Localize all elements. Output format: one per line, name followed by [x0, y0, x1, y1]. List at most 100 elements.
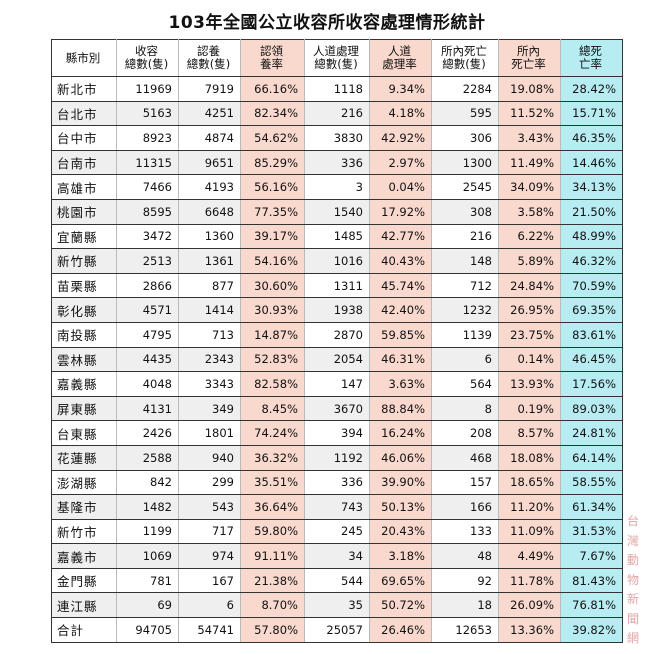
cell-total-sheltered: 1069	[116, 543, 179, 569]
cell-adoption-rate: 57.80%	[240, 617, 305, 643]
cell-euthanasia-rate: 42.77%	[369, 223, 432, 250]
cell-euthanasia-rate: 2.97%	[369, 149, 432, 176]
table-row: 屏東縣 4131 349 8.45% 3670 88.84% 8 0.19% 89.03%	[51, 395, 623, 422]
cell-euthanasia-rate: 40.43%	[369, 248, 432, 274]
cell-total-death-rate: 81.43%	[560, 567, 623, 594]
header-total-euthanized: 人道處理 總數(隻)	[304, 39, 370, 77]
cell-adoption-rate: 54.62%	[240, 125, 305, 151]
cell-county: 新竹市	[51, 518, 117, 545]
cell-total-in-shelter-deaths: 712	[431, 272, 499, 299]
cell-total-death-rate: 46.35%	[560, 125, 623, 151]
cell-county: 彰化縣	[51, 297, 117, 323]
watermark-char: 灣	[626, 533, 639, 548]
cell-total-adopted: 877	[178, 272, 241, 299]
cell-county: 屏東縣	[51, 395, 117, 422]
cell-in-shelter-death-rate: 26.95%	[498, 297, 561, 323]
cell-total-adopted: 1801	[178, 420, 241, 446]
cell-total-adopted: 940	[178, 444, 241, 471]
cell-county: 雲林縣	[51, 346, 117, 373]
cell-total-euthanized: 336	[304, 149, 370, 176]
cell-in-shelter-death-rate: 19.08%	[498, 76, 561, 102]
cell-county: 連江縣	[51, 592, 117, 619]
cell-total-death-rate: 64.14%	[560, 444, 623, 471]
cell-total-adopted: 4193	[178, 174, 241, 200]
table-row: 花蓮縣 2588 940 36.32% 1192 46.06% 468 18.08% 64.14…	[51, 444, 623, 471]
cell-adoption-rate: 54.16%	[240, 248, 305, 274]
cell-total-sheltered: 781	[116, 567, 179, 594]
watermark-char: 網	[626, 631, 639, 645]
cell-total-adopted: 543	[178, 494, 241, 520]
table-row: 金門縣 781 167 21.38% 544 69.65% 92 11.78% 81.43%	[51, 567, 623, 594]
cell-total-adopted: 54741	[178, 617, 241, 643]
cell-total-adopted: 4874	[178, 125, 241, 151]
table-row: 台北市 5163 4251 82.34% 216 4.18% 595 11.52% 15.71%	[51, 100, 623, 127]
cell-total-euthanized: 3670	[304, 395, 370, 422]
cell-adoption-rate: 66.16%	[240, 76, 305, 102]
cell-total-in-shelter-deaths: 308	[431, 198, 499, 225]
cell-euthanasia-rate: 4.18%	[369, 100, 432, 127]
cell-adoption-rate: 82.34%	[240, 100, 305, 127]
cell-in-shelter-death-rate: 3.58%	[498, 198, 561, 225]
header-total-in-shelter-deaths: 所內死亡 總數(隻)	[431, 39, 499, 77]
cell-adoption-rate: 39.17%	[240, 223, 305, 250]
cell-in-shelter-death-rate: 23.75%	[498, 321, 561, 348]
cell-euthanasia-rate: 50.72%	[369, 592, 432, 619]
cell-in-shelter-death-rate: 11.78%	[498, 567, 561, 594]
cell-euthanasia-rate: 46.31%	[369, 346, 432, 373]
cell-total-in-shelter-deaths: 166	[431, 494, 499, 520]
cell-total-euthanized: 1192	[304, 444, 370, 471]
cell-county: 新竹縣	[51, 248, 117, 274]
cell-county: 金門縣	[51, 567, 117, 594]
cell-total-adopted: 6648	[178, 198, 241, 225]
cell-total-sheltered: 2426	[116, 420, 179, 446]
header-total-death-rate: 總死 亡率	[560, 39, 623, 77]
cell-total-sheltered: 11315	[116, 149, 179, 176]
cell-total-euthanized: 336	[304, 469, 370, 496]
cell-total-sheltered: 2513	[116, 248, 179, 274]
cell-total-in-shelter-deaths: 216	[431, 223, 499, 250]
cell-total-euthanized: 3	[304, 174, 370, 200]
table-row: 澎湖縣 842 299 35.51% 336 39.90% 157 18.65% 58.55%	[51, 469, 623, 496]
cell-euthanasia-rate: 26.46%	[369, 617, 432, 643]
cell-total-in-shelter-deaths: 595	[431, 100, 499, 127]
cell-total-euthanized: 1118	[304, 76, 370, 102]
cell-county: 嘉義市	[51, 543, 117, 569]
cell-total-in-shelter-deaths: 2284	[431, 76, 499, 102]
table-row: 嘉義縣 4048 3343 82.58% 147 3.63% 564 13.93% 17.56%	[51, 371, 623, 397]
cell-total-sheltered: 4571	[116, 297, 179, 323]
cell-total-euthanized: 1540	[304, 198, 370, 225]
header-in-shelter-death-rate: 所內 死亡率	[498, 39, 561, 77]
cell-county: 澎湖縣	[51, 469, 117, 496]
cell-total-death-rate: 21.50%	[560, 198, 623, 225]
cell-in-shelter-death-rate: 0.19%	[498, 395, 561, 422]
cell-total-death-rate: 14.46%	[560, 149, 623, 176]
cell-total-death-rate: 58.55%	[560, 469, 623, 496]
cell-euthanasia-rate: 39.90%	[369, 469, 432, 496]
cell-total-death-rate: 61.34%	[560, 494, 623, 520]
cell-total-adopted: 167	[178, 567, 241, 594]
cell-euthanasia-rate: 20.43%	[369, 518, 432, 545]
cell-in-shelter-death-rate: 3.43%	[498, 125, 561, 151]
cell-county: 合計	[51, 617, 117, 643]
cell-total-adopted: 4251	[178, 100, 241, 127]
cell-total-euthanized: 216	[304, 100, 370, 127]
cell-total-in-shelter-deaths: 1232	[431, 297, 499, 323]
cell-county: 高雄市	[51, 174, 117, 200]
cell-total-death-rate: 89.03%	[560, 395, 623, 422]
cell-total-death-rate: 39.82%	[560, 617, 623, 643]
cell-euthanasia-rate: 42.92%	[369, 125, 432, 151]
cell-adoption-rate: 30.60%	[240, 272, 305, 299]
watermark-text: 台灣動物新聞網	[625, 512, 641, 649]
cell-county: 花蓮縣	[51, 444, 117, 471]
cell-total-euthanized: 2054	[304, 346, 370, 373]
cell-total-death-rate: 83.61%	[560, 321, 623, 348]
cell-total-adopted: 974	[178, 543, 241, 569]
watermark-char: 聞	[626, 611, 639, 626]
cell-in-shelter-death-rate: 11.20%	[498, 494, 561, 520]
cell-total-death-rate: 46.32%	[560, 248, 623, 274]
cell-euthanasia-rate: 46.06%	[369, 444, 432, 471]
table-row: 台南市 11315 9651 85.29% 336 2.97% 1300 11.49% 14.4…	[51, 149, 623, 176]
cell-total-adopted: 1360	[178, 223, 241, 250]
header-adoption-rate: 認領 養率	[240, 39, 305, 77]
cell-total-in-shelter-deaths: 6	[431, 346, 499, 373]
